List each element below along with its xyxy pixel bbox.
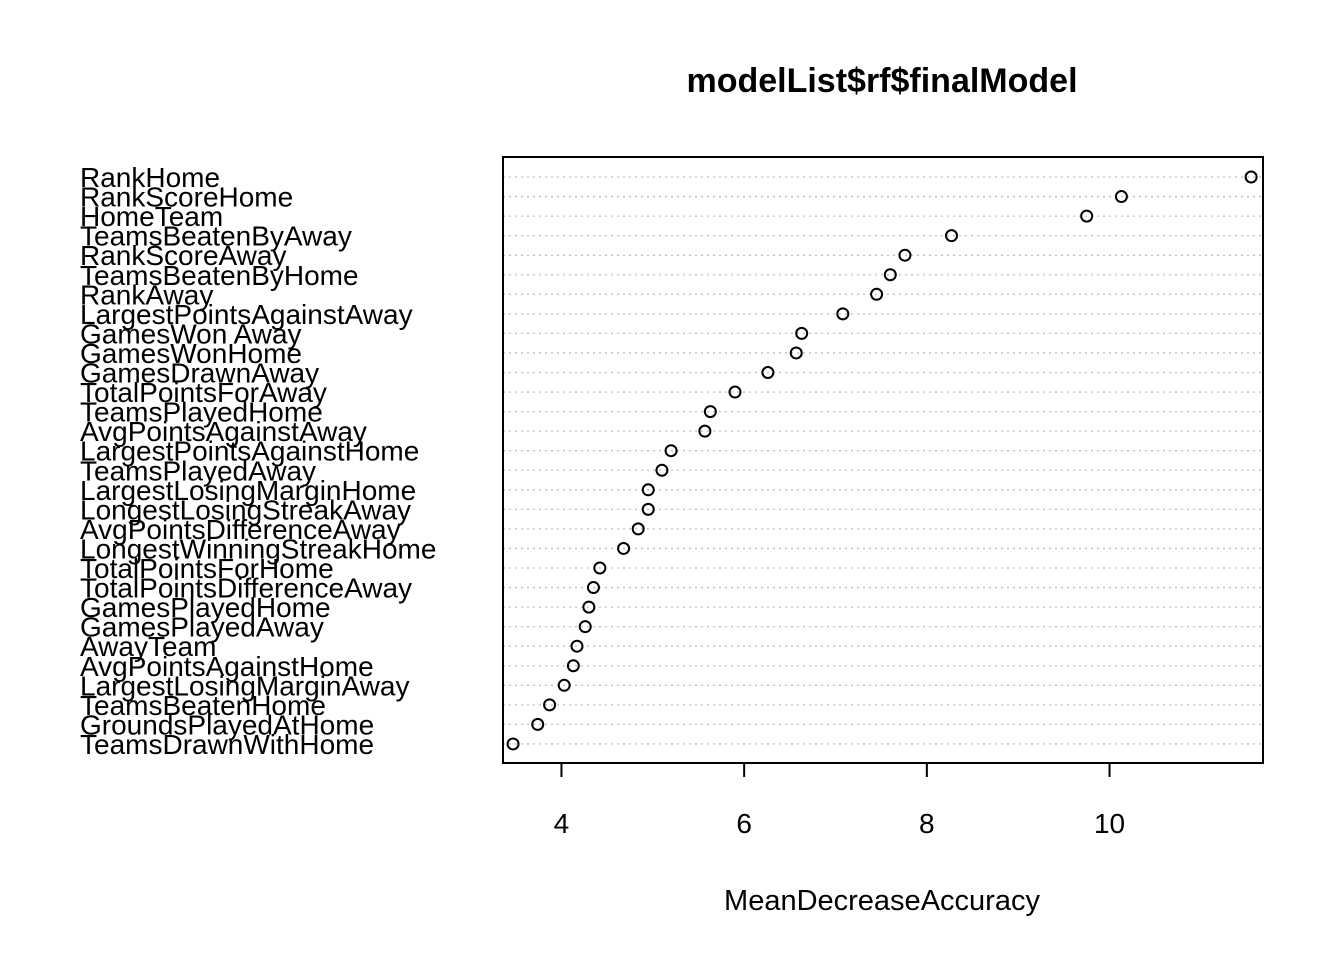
category-label: LargestPointsAgainstAway [80,299,413,330]
data-point [898,248,912,262]
category-label: GroundsPlayedAtHome [80,709,374,740]
data-point [617,541,631,555]
data-point [1114,190,1128,204]
category-label: AvgPointsAgainstHome [80,651,374,682]
category-label: TeamsBeatenByAway [80,221,352,252]
data-point [655,463,669,477]
data-point [557,678,571,692]
data-point [506,737,520,751]
x-tick-label: 8 [919,808,935,839]
category-label: GamesWon Away [80,318,302,349]
category-label: LargestPointsAgainstHome [80,436,419,467]
data-point [531,717,545,731]
data-point [566,659,580,673]
data-point [795,326,809,340]
data-points [506,170,1258,751]
data-point [703,405,717,419]
data-point [883,268,897,282]
category-label: LargestLosingMarginAway [80,670,409,701]
category-label: TotalPointsDifferenceAway [80,573,412,604]
category-label: TeamsBeatenHome [80,690,326,721]
category-label: TeamsPlayedAway [80,455,316,486]
category-label: RankHome [80,162,220,193]
category-label: GamesPlayedAway [80,612,324,643]
category-label: TeamsBeatenByHome [80,260,359,291]
category-label: GamesDrawnAway [80,358,319,389]
category-label: RankAway [80,279,213,310]
data-point [664,444,678,458]
x-tick-label: 4 [554,808,570,839]
category-label: TeamsPlayedHome [80,397,323,428]
data-point [641,502,655,516]
category-label: HomeTeam [80,201,223,232]
data-point [728,385,742,399]
data-point [698,424,712,438]
category-label: GamesWonHome [80,338,302,369]
data-point [578,620,592,634]
data-point [945,229,959,243]
plot-frame [502,156,1264,764]
category-label: AwayTeam [80,631,216,662]
category-labels: RankHomeRankScoreHomeHomeTeamTeamsBeaten… [80,162,436,760]
data-point [1080,209,1094,223]
data-point [789,346,803,360]
category-label: LongestWinningStreakHome [80,533,436,564]
data-point [631,522,645,536]
data-point [836,307,850,321]
category-label: LongestLosingStreakAway [80,494,411,525]
data-point [582,600,596,614]
data-point [543,698,557,712]
data-point [870,287,884,301]
category-label: RankScoreAway [80,240,286,271]
x-tick-label: 10 [1094,808,1125,839]
category-label: TotalPointsForAway [80,377,327,408]
category-label: AvgPointsAgainstAway [80,416,367,447]
data-point [586,581,600,595]
chart-title: modelList$rf$finalModel [686,62,1077,100]
data-point [1244,170,1258,184]
category-label: LargestLosingMarginHome [80,475,416,506]
x-axis-ticks: 4 6 8 10 [554,763,1125,839]
category-label: GamesPlayedHome [80,592,331,623]
data-point [593,561,607,575]
category-label: RankScoreHome [80,182,293,213]
data-point [570,639,584,653]
x-axis-label: MeanDecreaseAccuracy [724,885,1040,917]
category-label: TeamsDrawnWithHome [80,729,374,760]
data-point [641,483,655,497]
data-point [761,366,775,379]
category-label: AvgPointsDifferenceAway [80,514,401,545]
gridlines [503,176,1263,745]
x-tick-label: 6 [736,808,752,839]
category-label: TotalPointsForHome [80,553,334,584]
